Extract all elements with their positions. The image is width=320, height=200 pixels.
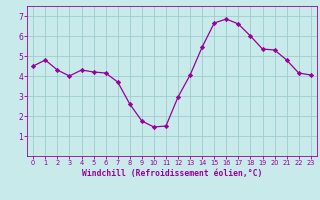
X-axis label: Windchill (Refroidissement éolien,°C): Windchill (Refroidissement éolien,°C)	[82, 169, 262, 178]
